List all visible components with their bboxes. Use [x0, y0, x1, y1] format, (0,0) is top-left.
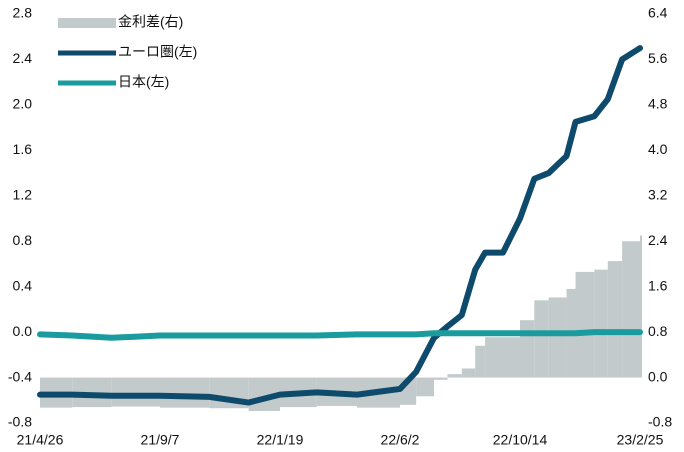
spread-bar [111, 377, 160, 407]
y2-tick-label: 4.8 [648, 96, 668, 112]
spread-bar [607, 261, 623, 378]
x-tick-label: 22/1/19 [257, 432, 304, 448]
y-tick-label: 1.2 [13, 186, 33, 202]
y2-tick-label: 5.6 [648, 50, 668, 66]
spread-bar [461, 368, 476, 378]
spread-bar [502, 337, 520, 378]
spread-bar [434, 377, 448, 380]
y-tick-label: 2.0 [13, 96, 33, 112]
y-tick-label: 2.4 [13, 50, 33, 66]
spread-bar [447, 374, 462, 378]
legend-label: 金利差(右) [118, 14, 183, 30]
y2-tick-label: 4.0 [648, 141, 668, 157]
y2-tick-label: 2.4 [648, 232, 668, 248]
y2-tick-label: 6.4 [648, 5, 668, 21]
y-tick-label: 0.0 [13, 323, 33, 339]
spread-bar [160, 377, 210, 408]
y-tick-label: -0.4 [8, 368, 32, 384]
y-tick-label: 2.8 [13, 5, 33, 21]
spread-bar [575, 271, 595, 378]
x-tick-label: 22/10/14 [493, 432, 548, 448]
x-tick-label: 21/4/26 [17, 432, 64, 448]
y2-tick-label: 3.2 [648, 186, 668, 202]
spread-bar [534, 300, 549, 378]
y-tick-label: 1.6 [13, 141, 33, 157]
y2-tick-label: 0.8 [648, 323, 668, 339]
x-tick-label: 23/2/25 [617, 432, 664, 448]
x-tick-label: 21/9/7 [141, 432, 180, 448]
series-line [37, 329, 643, 341]
legend-label: ユーロ圏(左) [118, 44, 197, 60]
spread-bar [548, 297, 567, 378]
series-line [37, 45, 643, 406]
legend-label: 日本(左) [118, 74, 169, 90]
spread-bar [594, 269, 608, 378]
y2-tick-label: 1.6 [648, 277, 668, 293]
y2-tick-label: -0.8 [648, 414, 672, 430]
spread-bar [622, 241, 640, 378]
spread-bar [475, 345, 486, 378]
y-tick-label: -0.8 [8, 414, 32, 430]
x-tick-label: 22/6/2 [381, 432, 420, 448]
spread-bar [520, 320, 535, 378]
legend-swatch [58, 18, 116, 28]
y-tick-label: 0.4 [13, 277, 33, 293]
y-tick-label: 0.8 [13, 232, 33, 248]
y2-tick-label: 0.0 [648, 368, 668, 384]
spread-bar [416, 377, 435, 397]
spread-bar [640, 235, 642, 378]
spread-bar [485, 337, 503, 378]
